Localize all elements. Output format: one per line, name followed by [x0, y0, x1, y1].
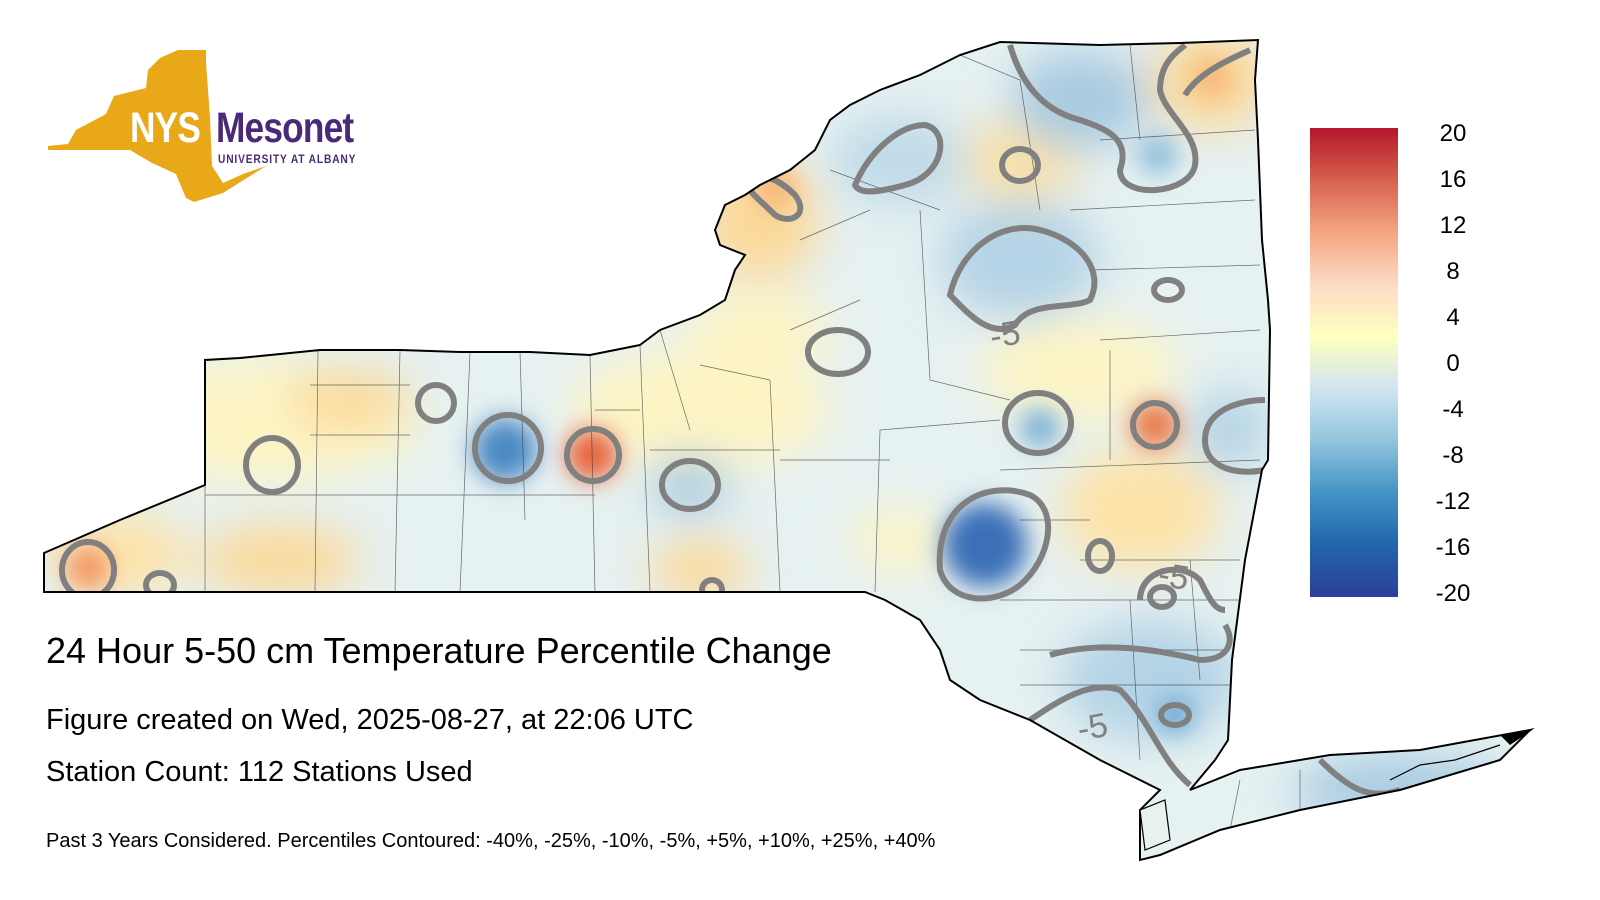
contour-label: -5	[1074, 706, 1110, 749]
colorbar-tick-label: -20	[1435, 580, 1471, 607]
colorbar-tick-label: 16	[1439, 166, 1467, 193]
contour-label: -5	[987, 314, 1023, 357]
contour-labels: -5 -5 -5	[987, 314, 1192, 749]
logo-nys-text: NYS	[130, 104, 201, 152]
colorbar-tick-label: 20	[1439, 120, 1467, 147]
colorbar-tick-label: -4	[1442, 396, 1464, 423]
contour-label: -5	[1155, 555, 1191, 598]
colorbar-tick-label: 0	[1446, 350, 1460, 377]
figure-created: Figure created on Wed, 2025-08-27, at 22…	[46, 704, 694, 736]
contour-lines	[59, 42, 1401, 797]
nys-mesonet-logo: NYS Mesonet UNIVERSITY AT ALBANY	[48, 48, 388, 208]
footnote: Past 3 Years Considered. Percentiles Con…	[46, 830, 936, 852]
colorbar-tick-label: 4	[1446, 304, 1460, 331]
logo-university-text: UNIVERSITY AT ALBANY	[218, 152, 357, 166]
map-title: 24 Hour 5-50 cm Temperature Percentile C…	[46, 630, 832, 671]
ny-state-logo-icon	[48, 50, 266, 202]
colorbar	[1310, 128, 1398, 597]
colorbar-tick-label: 8	[1446, 258, 1460, 285]
station-count: Station Count: 112 Stations Used	[46, 756, 473, 788]
colorbar-gradient	[1310, 128, 1398, 597]
colorbar-tick-label: 12	[1439, 212, 1467, 239]
logo-mesonet-text: Mesonet	[216, 104, 354, 152]
colorbar-tick-label: -8	[1442, 442, 1464, 469]
colorbar-tick-label: -12	[1435, 488, 1471, 515]
colorbar-tick-label: -16	[1435, 534, 1471, 561]
